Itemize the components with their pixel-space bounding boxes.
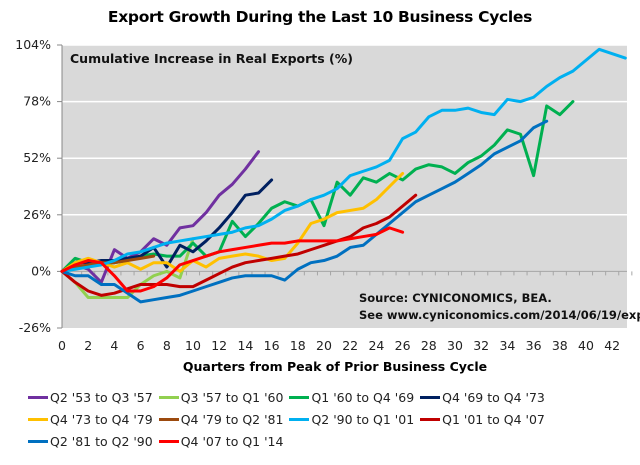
legend-item: Q3 '57 to Q1 '60 [158,389,284,405]
series-line-3 [60,100,575,273]
legend-swatch [28,439,48,443]
x-tick-label: 10 [185,338,201,353]
legend-label: Q2 '81 to Q2 '90 [50,433,153,449]
axes: -26%0%26%52%78%104%0 2 4 6 8 10 12 14 16 18 20 22 24… [15,37,633,353]
y-tick-label: 0% [31,263,51,278]
x-tick-label: 36 [526,338,542,353]
legend-label: Q1 '01 to Q4 '07 [442,411,545,427]
series-line-10 [60,226,405,293]
y-tick-label: 104% [15,37,51,52]
series-line-5 [60,171,405,273]
source-url-annotation: See www.cyniconomics.com/2014/06/19/expo… [359,308,640,322]
x-tick-label: 40 [578,338,594,353]
x-tick-label: 22 [342,338,358,353]
series-line-9 [60,119,549,304]
inner-label: Cumulative Increase in Real Exports (%) [70,51,353,66]
x-tick-label: 30 [447,338,463,353]
y-tick-label: 26% [23,207,51,222]
legend-row: Q2 '81 to Q2 '90 Q4 '07 to Q1 '14 [28,430,628,452]
x-tick-label: 4 [110,338,118,353]
legend-swatch [420,417,441,421]
legend-item: Q2 '53 to Q3 '57 [28,390,153,405]
x-tick-label: 24 [368,338,384,353]
x-tick-label: 8 [163,338,171,353]
legend-label: Q4 '73 to Q4 '79 [50,411,153,427]
legend-label: Q4 '69 to Q4 '73 [442,389,545,405]
x-tick-label: 0 [58,338,66,353]
legend: Q2 '53 to Q3 '57 Q3 '57 to Q1 '60 Q1 '60 t… [28,386,628,452]
x-tick-label: 20 [316,338,332,353]
x-tick-label: 6 [137,338,145,353]
legend-item: Q1 '60 to Q4 '69 [289,390,414,405]
source-annotation: Source: CYNICONOMICS, BEA. [359,291,552,305]
series-line-1 [60,150,260,284]
legend-row: Q4 '73 to Q4 '79 Q4 '79 to Q2 '81 Q2 '90 t… [28,408,628,430]
x-tick-label: 16 [264,338,280,353]
legend-item: Q4 '07 to Q1 '14 [158,433,284,449]
legend-swatch [420,395,441,399]
series-layer [60,47,627,304]
legend-label: Q1 '60 to Q4 '69 [311,389,415,405]
legend-swatch [158,395,179,399]
legend-label: Q2 '90 to Q1 '01 [311,411,415,427]
x-tick-label: 32 [473,338,489,353]
legend-swatch [289,417,310,421]
y-tick-label: -26% [19,320,51,335]
legend-item: Q4 '73 to Q4 '79 [28,412,153,427]
legend-item: Q4 '69 to Q4 '73 [420,390,545,405]
x-tick-label: 12 [211,338,227,353]
series-line-8 [60,193,418,297]
x-tick-label: 34 [499,338,515,353]
x-tick-label: 26 [395,338,411,353]
x-axis-label: Quarters from Peak of Prior Business Cyc… [183,359,487,374]
legend-label: Q3 '57 to Q1 '60 [180,389,284,405]
series-line-7 [60,47,627,273]
x-tick-label: 18 [290,338,306,353]
x-tick-label: 42 [604,338,620,353]
plot-area [62,45,627,328]
x-tick-label: 14 [237,338,253,353]
x-tick-label: 2 [84,338,92,353]
legend-item: Q1 '01 to Q4 '07 [420,412,545,427]
legend-swatch [289,395,310,399]
y-tick-label: 52% [23,150,51,165]
legend-item: Q2 '81 to Q2 '90 [28,434,153,449]
gridlines [62,44,627,216]
y-tick-label: 78% [23,94,51,109]
legend-label: Q4 '79 to Q2 '81 [180,411,284,427]
chart-title: Export Growth During the Last 10 Busines… [107,8,533,26]
legend-item: Q2 '90 to Q1 '01 [289,412,414,427]
legend-row: Q2 '53 to Q3 '57 Q3 '57 to Q1 '60 Q1 '60 t… [28,386,628,408]
x-tick-label: 28 [421,338,437,353]
x-tick-label: 38 [552,338,568,353]
legend-item: Q4 '79 to Q2 '81 [158,411,284,427]
legend-swatch [158,417,179,421]
legend-swatch [158,439,179,443]
legend-swatch [28,417,48,421]
legend-swatch [28,395,48,399]
legend-label: Q4 '07 to Q1 '14 [180,433,284,449]
legend-label: Q2 '53 to Q3 '57 [50,389,153,405]
